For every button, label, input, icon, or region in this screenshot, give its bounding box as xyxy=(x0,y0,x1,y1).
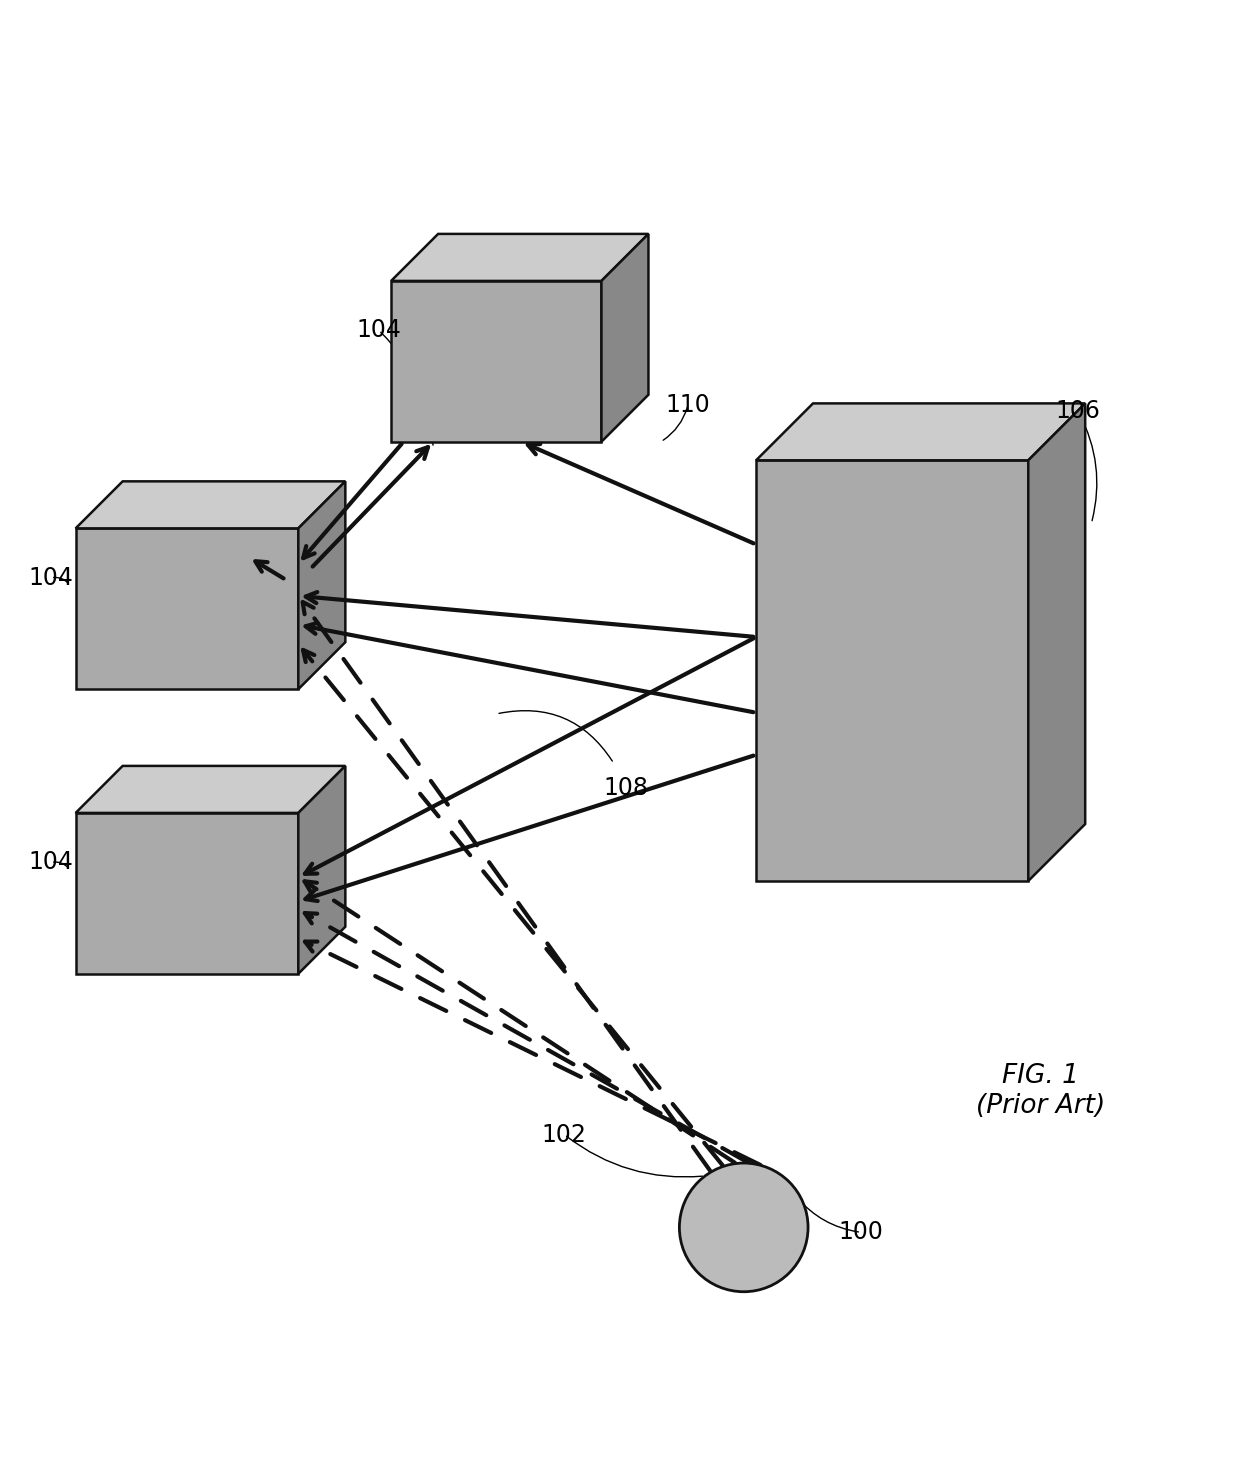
Text: 102: 102 xyxy=(542,1122,587,1147)
Polygon shape xyxy=(391,234,649,281)
Text: 106: 106 xyxy=(1055,398,1100,423)
Text: 100: 100 xyxy=(838,1220,884,1244)
Polygon shape xyxy=(76,766,345,813)
Text: 104: 104 xyxy=(356,318,402,343)
Circle shape xyxy=(680,1163,808,1292)
Polygon shape xyxy=(391,281,601,442)
Text: 104: 104 xyxy=(29,565,73,590)
Polygon shape xyxy=(76,529,299,689)
Text: 108: 108 xyxy=(604,776,649,800)
Text: FIG. 1
(Prior Art): FIG. 1 (Prior Art) xyxy=(976,1064,1105,1119)
Polygon shape xyxy=(299,482,345,689)
Polygon shape xyxy=(76,482,345,529)
Text: 104: 104 xyxy=(29,850,73,875)
Polygon shape xyxy=(299,766,345,974)
Text: 110: 110 xyxy=(666,393,711,416)
Polygon shape xyxy=(756,460,1028,880)
Polygon shape xyxy=(601,234,649,442)
Polygon shape xyxy=(1028,403,1085,880)
Polygon shape xyxy=(76,813,299,974)
Polygon shape xyxy=(756,403,1085,460)
